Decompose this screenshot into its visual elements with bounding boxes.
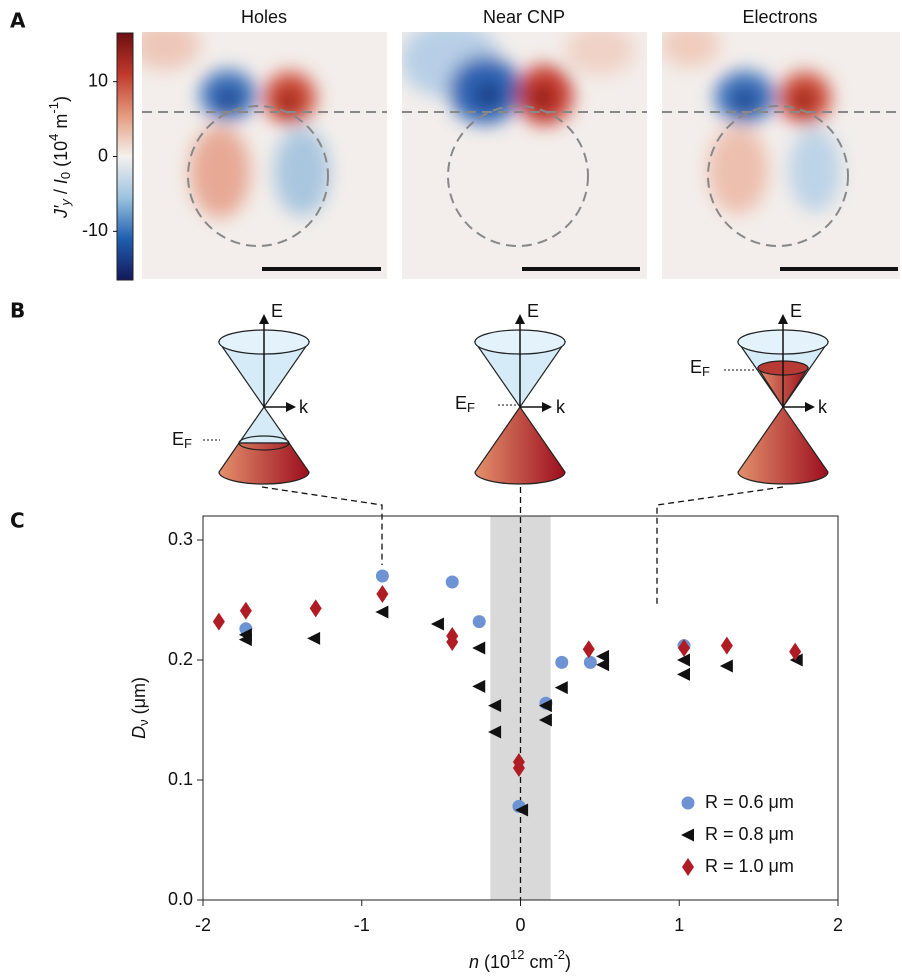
colorbar	[116, 32, 134, 281]
connector	[656, 486, 784, 605]
point	[596, 658, 610, 672]
point	[538, 713, 552, 727]
x-tick-label: -1	[354, 915, 370, 935]
point	[445, 575, 459, 589]
point	[582, 640, 595, 659]
y-tick-label: 0.3	[168, 529, 193, 549]
point	[677, 667, 691, 681]
panel-label: A	[10, 9, 26, 33]
point	[375, 605, 389, 619]
x-tick-label: 0	[515, 915, 525, 935]
y-tick-label: 0.0	[168, 889, 193, 909]
point	[446, 633, 459, 651]
point	[376, 585, 389, 603]
axis-label: k	[556, 397, 566, 417]
x-axis-label: n (1012 cm-2)	[469, 947, 571, 971]
y-tick-label: 0.2	[168, 649, 193, 669]
current-map	[142, 32, 387, 279]
legend-marker	[682, 858, 694, 876]
point	[375, 569, 389, 583]
legend-label: R = 0.6 μm	[705, 792, 794, 812]
point	[307, 631, 321, 645]
point	[789, 642, 802, 661]
point	[488, 699, 502, 713]
colorbar-tick-label: 10	[88, 70, 108, 90]
point	[515, 803, 529, 817]
point	[538, 699, 552, 713]
fermi-label: EF	[455, 393, 475, 416]
axis-label: k	[818, 397, 828, 417]
x-tick-label: 2	[833, 915, 843, 935]
point	[583, 655, 597, 669]
point	[472, 641, 486, 655]
point	[789, 653, 803, 667]
legend-marker	[681, 828, 694, 842]
axis-label: E	[790, 301, 802, 321]
x-tick-label: 1	[674, 915, 684, 935]
legend-label: R = 0.8 μm	[705, 824, 794, 844]
colorbar-tick-label: -10	[82, 220, 108, 240]
point	[720, 636, 733, 655]
axis-label: E	[271, 301, 283, 321]
point	[554, 681, 568, 695]
point	[555, 655, 569, 669]
colorbar-tick-label: 0	[98, 145, 108, 165]
point	[239, 601, 252, 620]
y-tick-label: 0.1	[168, 769, 193, 789]
panel-label: C	[10, 509, 25, 533]
point	[472, 679, 486, 693]
legend-marker	[681, 796, 695, 810]
x-tick-label: -2	[195, 915, 211, 935]
map-title: Holes	[241, 7, 287, 27]
legend-label: R = 1.0 μm	[705, 856, 794, 876]
point	[212, 612, 225, 631]
connector	[261, 486, 383, 565]
axis-label: E	[527, 301, 539, 321]
axis-label: k	[299, 397, 309, 417]
point	[309, 599, 322, 618]
point	[719, 659, 733, 673]
y-axis-label: Dν (μm)	[129, 677, 152, 739]
point	[238, 633, 252, 647]
point	[678, 639, 691, 657]
cone-holes	[203, 314, 311, 485]
fermi-label: EF	[690, 357, 710, 380]
point	[488, 725, 502, 739]
map-title: Electrons	[742, 7, 817, 27]
point	[472, 615, 486, 629]
current-map	[402, 32, 647, 279]
point	[596, 649, 610, 663]
colorbar-label: J′y / I0 (104 m-1)	[46, 96, 73, 219]
cone-electrons	[724, 314, 830, 485]
point	[430, 617, 444, 631]
map-title: Near CNP	[483, 7, 565, 27]
fermi-label: EF	[172, 429, 192, 452]
point	[677, 653, 691, 667]
cone-cnp	[473, 314, 567, 485]
point	[512, 759, 525, 777]
panel-label: B	[10, 299, 25, 323]
current-map	[662, 32, 900, 279]
